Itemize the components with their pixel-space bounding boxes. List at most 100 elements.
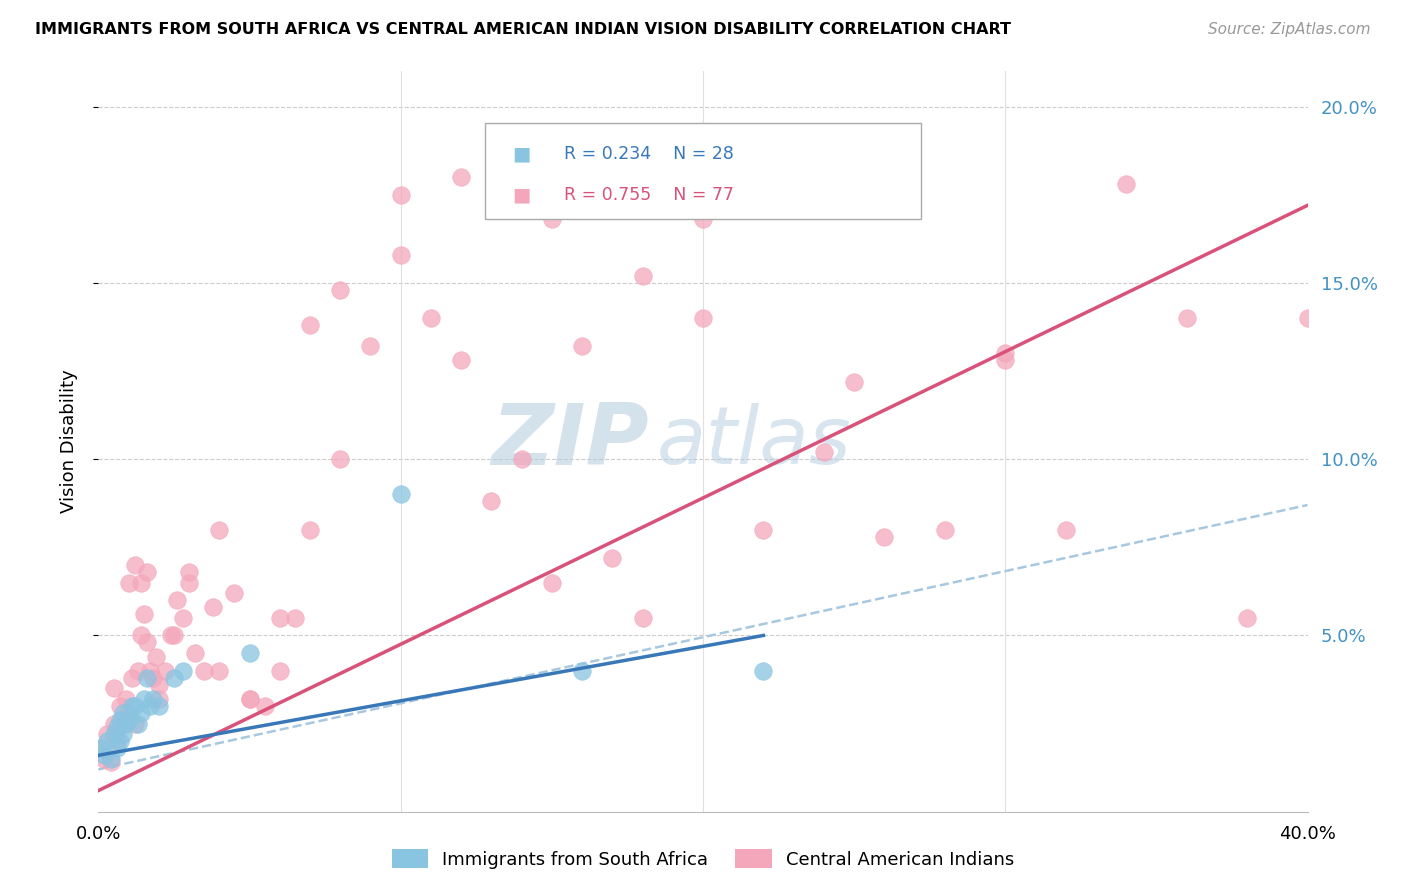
Point <box>148 678 170 692</box>
Point <box>124 698 146 713</box>
Point <box>105 734 128 748</box>
Point <box>129 575 152 590</box>
Point <box>510 452 533 467</box>
Point <box>132 692 155 706</box>
Point <box>148 698 170 713</box>
Point <box>269 664 291 678</box>
Point <box>139 664 162 678</box>
Point <box>172 664 194 678</box>
Point <box>105 720 128 734</box>
Text: R = 0.755    N = 77: R = 0.755 N = 77 <box>564 186 734 204</box>
Point <box>752 523 775 537</box>
Point <box>108 698 131 713</box>
Point <box>96 727 118 741</box>
Point <box>127 664 149 678</box>
Point <box>118 575 141 590</box>
Point <box>1115 177 1137 191</box>
Point <box>103 727 125 741</box>
Point <box>118 706 141 720</box>
Point <box>111 716 134 731</box>
Point <box>239 692 262 706</box>
Point <box>540 575 562 590</box>
Point <box>111 727 134 741</box>
Point <box>129 628 152 642</box>
Point <box>139 698 162 713</box>
Point <box>145 649 167 664</box>
Point <box>389 248 412 262</box>
Point <box>389 487 412 501</box>
Point <box>602 550 624 565</box>
Point <box>121 698 143 713</box>
Point <box>166 593 188 607</box>
Text: atlas: atlas <box>657 402 852 481</box>
Point <box>450 353 472 368</box>
Point <box>114 692 136 706</box>
Text: R = 0.234    N = 28: R = 0.234 N = 28 <box>564 145 734 163</box>
Point <box>239 692 262 706</box>
Point <box>103 681 125 696</box>
Point <box>100 756 122 770</box>
Point <box>135 635 157 649</box>
Point <box>844 375 866 389</box>
Y-axis label: Vision Disability: Vision Disability <box>59 369 77 514</box>
Point <box>692 212 714 227</box>
Point <box>179 565 201 579</box>
Point <box>114 716 136 731</box>
Point <box>873 530 896 544</box>
Point <box>224 586 246 600</box>
Point <box>148 692 170 706</box>
Text: IMMIGRANTS FROM SOUTH AFRICA VS CENTRAL AMERICAN INDIAN VISION DISABILITY CORREL: IMMIGRANTS FROM SOUTH AFRICA VS CENTRAL … <box>35 22 1011 37</box>
Point <box>108 713 131 727</box>
Text: Source: ZipAtlas.com: Source: ZipAtlas.com <box>1208 22 1371 37</box>
Point <box>179 575 201 590</box>
Point <box>934 523 956 537</box>
Point <box>100 752 122 766</box>
Point <box>93 752 115 766</box>
Point <box>571 339 593 353</box>
Point <box>108 734 131 748</box>
Point <box>127 716 149 731</box>
Point <box>208 664 231 678</box>
Point <box>118 713 141 727</box>
Point <box>132 607 155 622</box>
Point <box>124 716 146 731</box>
Legend: Immigrants from South Africa, Central American Indians: Immigrants from South Africa, Central Am… <box>385 842 1021 876</box>
Point <box>1175 311 1198 326</box>
Point <box>163 671 186 685</box>
Point <box>994 353 1017 368</box>
Point <box>631 611 654 625</box>
Point <box>135 565 157 579</box>
Point <box>103 716 125 731</box>
Point <box>142 671 165 685</box>
FancyBboxPatch shape <box>485 123 921 219</box>
Point <box>329 452 352 467</box>
Point <box>129 706 152 720</box>
Point <box>239 646 262 660</box>
Point <box>813 445 835 459</box>
Point <box>269 611 291 625</box>
Text: ■: ■ <box>512 186 530 205</box>
Point <box>299 523 322 537</box>
Point <box>105 741 128 756</box>
Point <box>184 646 207 660</box>
Point <box>1236 611 1258 625</box>
Point <box>172 611 194 625</box>
Point <box>163 628 186 642</box>
Point <box>389 187 412 202</box>
Point <box>299 318 322 333</box>
Point <box>752 664 775 678</box>
Point <box>481 494 503 508</box>
Point <box>420 311 443 326</box>
Point <box>571 664 593 678</box>
Point <box>284 611 307 625</box>
Point <box>90 741 112 756</box>
Point <box>111 706 134 720</box>
Point <box>1054 523 1077 537</box>
Point <box>360 339 382 353</box>
Point <box>142 692 165 706</box>
Point <box>253 698 276 713</box>
Point <box>153 664 176 678</box>
Point <box>96 734 118 748</box>
Point <box>124 558 146 572</box>
Point <box>540 212 562 227</box>
